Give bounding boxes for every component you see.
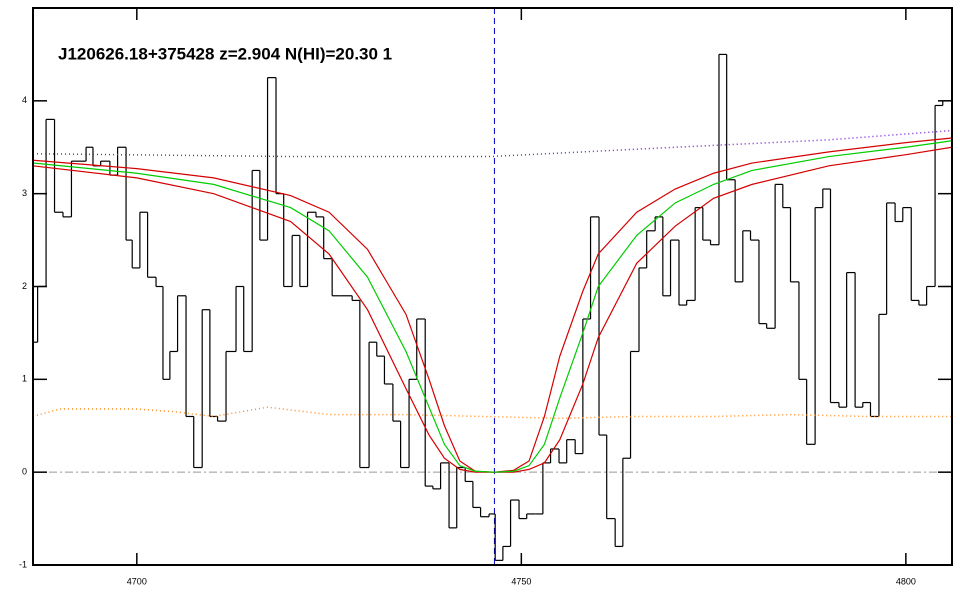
- y-tick-label: 2: [22, 281, 27, 291]
- y-tick-label: -1: [19, 559, 27, 569]
- x-tick-label: 4800: [896, 576, 916, 586]
- y-tick-label: 0: [22, 467, 27, 477]
- x-tick-label: 4750: [511, 576, 531, 586]
- x-tick-label: 4700: [127, 576, 147, 586]
- model-curve: [33, 146, 952, 473]
- y-tick-label: 1: [22, 374, 27, 384]
- model-curve: [33, 140, 952, 473]
- model-curve: [33, 137, 952, 473]
- y-tick-label: 4: [22, 95, 27, 105]
- dotted-curve: [33, 129, 952, 158]
- plot-area: [33, 8, 952, 565]
- chart-title: J120626.18+375428 z=2.904 N(HI)=20.30 1: [58, 44, 392, 63]
- y-tick-label: 3: [22, 188, 27, 198]
